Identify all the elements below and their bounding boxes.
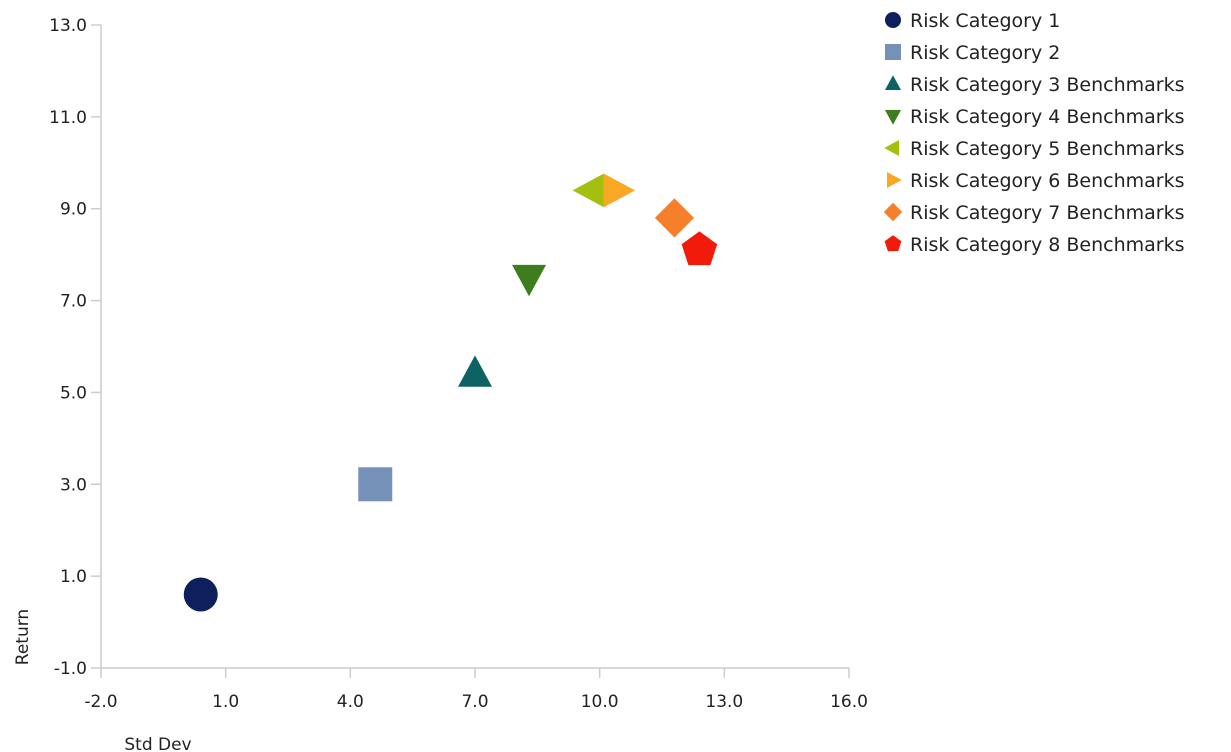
legend-label: Risk Category 5 Benchmarks — [910, 138, 1185, 160]
legend-item: Risk Category 8 Benchmarks — [884, 234, 1185, 256]
y-tick-label: 5.0 — [60, 383, 87, 403]
legend-pentagon-icon — [884, 235, 902, 252]
data-points — [183, 173, 718, 612]
data-point-triangle-down — [512, 264, 547, 297]
legend-triangle-left-icon — [884, 140, 899, 156]
legend-label: Risk Category 7 Benchmarks — [910, 202, 1185, 224]
legend-item: Risk Category 4 Benchmarks — [885, 106, 1185, 128]
legend: Risk Category 1 Risk Category 2 Risk Categ… — [883, 10, 1185, 256]
data-point-square — [358, 467, 393, 502]
legend-label: Risk Category 8 Benchmarks — [910, 234, 1185, 256]
x-tick-label: 7.0 — [461, 692, 488, 712]
data-point-diamond — [654, 198, 695, 238]
data-point-triangle-left — [572, 173, 605, 208]
x-tick-label: 1.0 — [212, 692, 239, 712]
legend-label: Risk Category 6 Benchmarks — [910, 170, 1185, 192]
data-point-triangle-right — [603, 173, 635, 208]
legend-item: Risk Category 5 Benchmarks — [884, 138, 1185, 160]
legend-triangle-right-icon — [887, 172, 902, 188]
x-tick-label: 4.0 — [337, 692, 364, 712]
legend-item: Risk Category 2 — [885, 42, 1060, 64]
legend-item: Risk Category 6 Benchmarks — [887, 170, 1185, 192]
x-tick-label: -2.0 — [84, 692, 117, 712]
legend-label: Risk Category 1 — [910, 10, 1060, 32]
legend-diamond-icon — [883, 202, 903, 222]
x-tick-label: 16.0 — [830, 692, 868, 712]
y-axis-title: Return — [13, 609, 33, 665]
legend-triangle-down-icon — [885, 110, 901, 125]
data-point-pentagon — [681, 231, 718, 266]
y-tick-label: 1.0 — [60, 567, 87, 587]
data-point-triangle-up — [458, 355, 492, 387]
x-tick-label: 13.0 — [705, 692, 743, 712]
legend-item: Risk Category 1 — [885, 10, 1060, 32]
legend-item: Risk Category 3 Benchmarks — [885, 74, 1185, 96]
x-ticks: -2.0 1.0 4.0 7.0 10.0 13.0 16.0 — [84, 668, 868, 712]
y-tick-label: -1.0 — [54, 659, 87, 679]
legend-circle-icon — [885, 12, 901, 28]
legend-item: Risk Category 7 Benchmarks — [883, 202, 1185, 224]
x-axis-title: Std Dev — [124, 735, 191, 752]
y-tick-label: 9.0 — [60, 200, 87, 220]
y-ticks: -1.0 1.0 3.0 5.0 7.0 9.0 11.0 13.0 — [49, 16, 101, 679]
legend-square-icon — [885, 44, 901, 60]
legend-label: Risk Category 2 — [910, 42, 1060, 64]
y-tick-label: 11.0 — [49, 108, 87, 128]
axes — [100, 25, 849, 669]
x-tick-label: 10.0 — [581, 692, 619, 712]
legend-label: Risk Category 4 Benchmarks — [910, 106, 1185, 128]
y-tick-label: 7.0 — [60, 292, 87, 312]
legend-label: Risk Category 3 Benchmarks — [910, 74, 1185, 96]
y-tick-label: 13.0 — [49, 16, 87, 36]
legend-triangle-up-icon — [885, 75, 901, 90]
y-tick-label: 3.0 — [60, 475, 87, 495]
data-point-circle — [183, 577, 218, 612]
